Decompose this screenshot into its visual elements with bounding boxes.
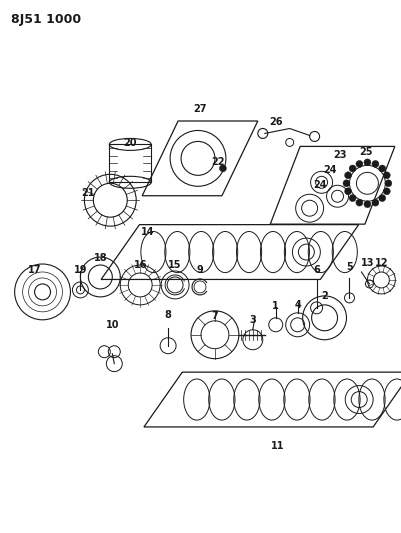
Circle shape (363, 159, 370, 166)
Text: 9: 9 (196, 265, 203, 275)
Circle shape (371, 160, 378, 167)
Text: 13: 13 (360, 258, 373, 268)
Text: 14: 14 (141, 227, 154, 237)
Text: 24: 24 (322, 165, 336, 175)
Circle shape (342, 180, 349, 187)
Text: 22: 22 (211, 157, 224, 167)
Text: 5: 5 (345, 262, 352, 272)
Circle shape (378, 165, 385, 172)
Circle shape (219, 165, 226, 172)
Circle shape (344, 172, 351, 179)
Text: 17: 17 (28, 265, 41, 275)
Circle shape (382, 172, 389, 179)
Text: 12: 12 (374, 258, 387, 268)
Text: 18: 18 (93, 253, 107, 263)
Circle shape (382, 188, 389, 195)
Text: 1: 1 (272, 301, 278, 311)
Circle shape (378, 195, 385, 201)
Text: 26: 26 (268, 117, 282, 127)
Circle shape (355, 199, 362, 206)
Circle shape (355, 160, 362, 167)
Text: 21: 21 (81, 188, 95, 198)
Text: 25: 25 (359, 148, 372, 157)
Text: 20: 20 (123, 139, 137, 148)
Text: 16: 16 (133, 260, 147, 270)
Text: 10: 10 (105, 320, 119, 330)
Text: 6: 6 (312, 265, 319, 275)
Text: 11: 11 (270, 441, 284, 451)
Circle shape (348, 165, 355, 172)
Text: 8J51 1000: 8J51 1000 (11, 13, 81, 26)
Text: 15: 15 (168, 260, 181, 270)
Text: 3: 3 (249, 315, 255, 325)
Text: 7: 7 (211, 311, 218, 321)
Circle shape (348, 195, 355, 201)
Text: 24: 24 (312, 180, 326, 190)
Text: 23: 23 (332, 150, 345, 160)
Circle shape (384, 180, 391, 187)
Bar (109, 144, 151, 182)
Circle shape (344, 188, 351, 195)
Text: 2: 2 (320, 291, 327, 301)
Text: 27: 27 (193, 103, 206, 114)
Text: 4: 4 (294, 300, 300, 310)
Text: 19: 19 (73, 265, 87, 275)
Circle shape (363, 201, 370, 208)
Text: 8: 8 (164, 310, 171, 320)
Circle shape (371, 199, 378, 206)
